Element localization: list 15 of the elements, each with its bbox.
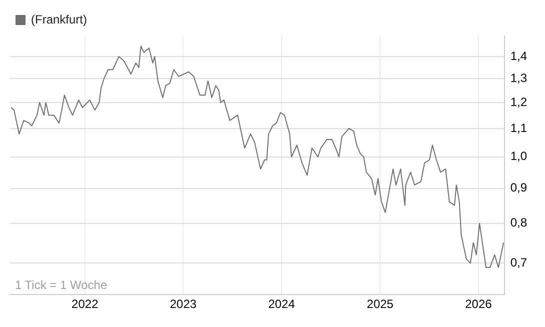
x-tick-label: 2024 [268,297,296,312]
y-tick-label: 0,7 [510,256,528,270]
y-tick-label: 0,9 [510,180,528,195]
y-tick-label: 0,8 [510,216,528,230]
x-tick-label: 2026 [465,297,492,312]
legend-label: (Frankfurt) [31,12,88,26]
y-tick-label: 1,1 [510,120,528,135]
y-tick-label: 1,2 [510,94,528,109]
y-tick-label: 1,4 [510,48,528,63]
annotation: 1 Tick = 1 Woche [15,278,108,292]
x-tick-label: 2022 [72,297,99,312]
x-tick-label: 2023 [170,297,197,312]
y-tick-label: 1,3 [510,70,528,85]
x-tick-label: 2025 [366,297,394,312]
y-tick-label: 1,0 [510,149,528,164]
